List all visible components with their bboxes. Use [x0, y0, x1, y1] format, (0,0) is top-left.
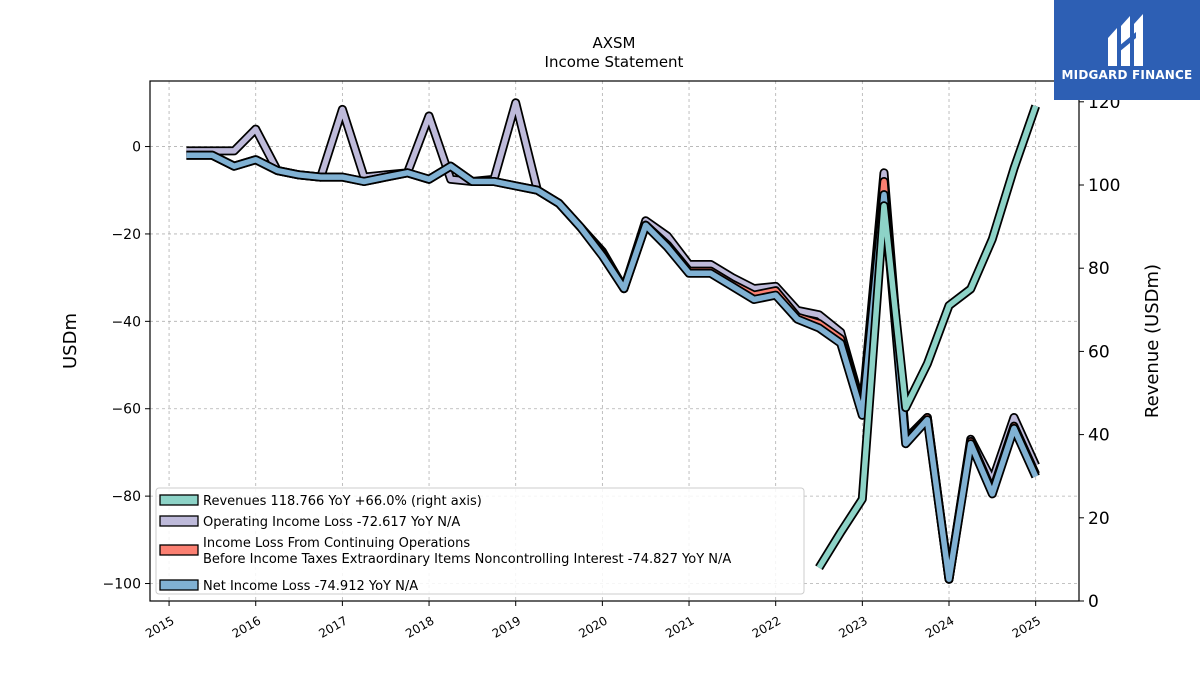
y2-tick-label: 0: [1088, 592, 1099, 612]
x-tick-label: 2019: [490, 613, 523, 640]
y2-tick-label: 40: [1088, 426, 1110, 446]
x-tick-label: 2020: [576, 613, 609, 640]
legend-label-net_income_loss: Net Income Loss -74.912 YoY N/A: [203, 579, 418, 594]
y2-tick-label: 80: [1088, 259, 1110, 279]
legend-swatch-net_income_loss: [159, 579, 199, 591]
x-tick-label: 2015: [143, 613, 176, 640]
series-lines: [186, 98, 1040, 584]
y-tick-label: 0: [132, 140, 141, 156]
y-axis-label: USDm: [60, 313, 81, 369]
chart-subtitle: Income Statement: [545, 53, 684, 71]
y2-tick-label: 20: [1088, 509, 1110, 529]
x-tick-label: 2016: [230, 613, 263, 640]
legend-label-income_loss_continuing: Before Income Taxes Extraordinary Items …: [203, 552, 731, 567]
y-tick-label: −40: [111, 314, 141, 330]
x-tick-label: 2022: [750, 613, 783, 640]
x-tick-label: 2025: [1010, 613, 1043, 640]
x-tick-label: 2021: [663, 613, 696, 640]
legend-label-operating_income_loss: Operating Income Loss -72.617 YoY N/A: [203, 515, 460, 530]
legend-label-income_loss_continuing: Income Loss From Continuing Operations: [203, 536, 470, 551]
x-tick-label: 2024: [923, 613, 956, 640]
legend-swatch-revenues: [159, 494, 199, 506]
x-tick-label: 2017: [316, 613, 349, 640]
x-tick-label: 2018: [403, 613, 436, 640]
legend-swatch-operating_income_loss: [159, 515, 199, 527]
legend: Revenues 118.766 YoY +66.0% (right axis)…: [155, 487, 805, 595]
series-outline-revenues: [815, 104, 1040, 571]
brand-logo: MIDGARD FINANCE: [1054, 0, 1200, 100]
y2-axis-label: Revenue (USDm): [1142, 264, 1163, 418]
y-tick-label: −60: [111, 402, 141, 418]
y-tick-label: −80: [111, 489, 141, 505]
plot-frame: [149, 80, 1080, 602]
y2-tick-label: 100: [1088, 176, 1120, 196]
chart-title: AXSM: [592, 34, 635, 52]
legend-swatch-income_loss_continuing: [159, 544, 199, 556]
series-line-revenues: [816, 105, 1039, 570]
midgard-logo-icon: [1108, 14, 1143, 66]
logo-text: MIDGARD FINANCE: [1061, 68, 1193, 82]
y-tick-label: −100: [103, 577, 141, 593]
legend-label-revenues: Revenues 118.766 YoY +66.0% (right axis): [203, 494, 482, 509]
legend-box: [155, 487, 805, 595]
y2-tick-label: 60: [1088, 342, 1110, 362]
y-tick-label: −20: [111, 227, 141, 243]
x-tick-label: 2023: [836, 613, 869, 640]
